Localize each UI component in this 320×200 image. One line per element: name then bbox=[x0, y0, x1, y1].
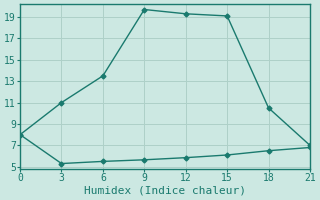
X-axis label: Humidex (Indice chaleur): Humidex (Indice chaleur) bbox=[84, 186, 246, 196]
